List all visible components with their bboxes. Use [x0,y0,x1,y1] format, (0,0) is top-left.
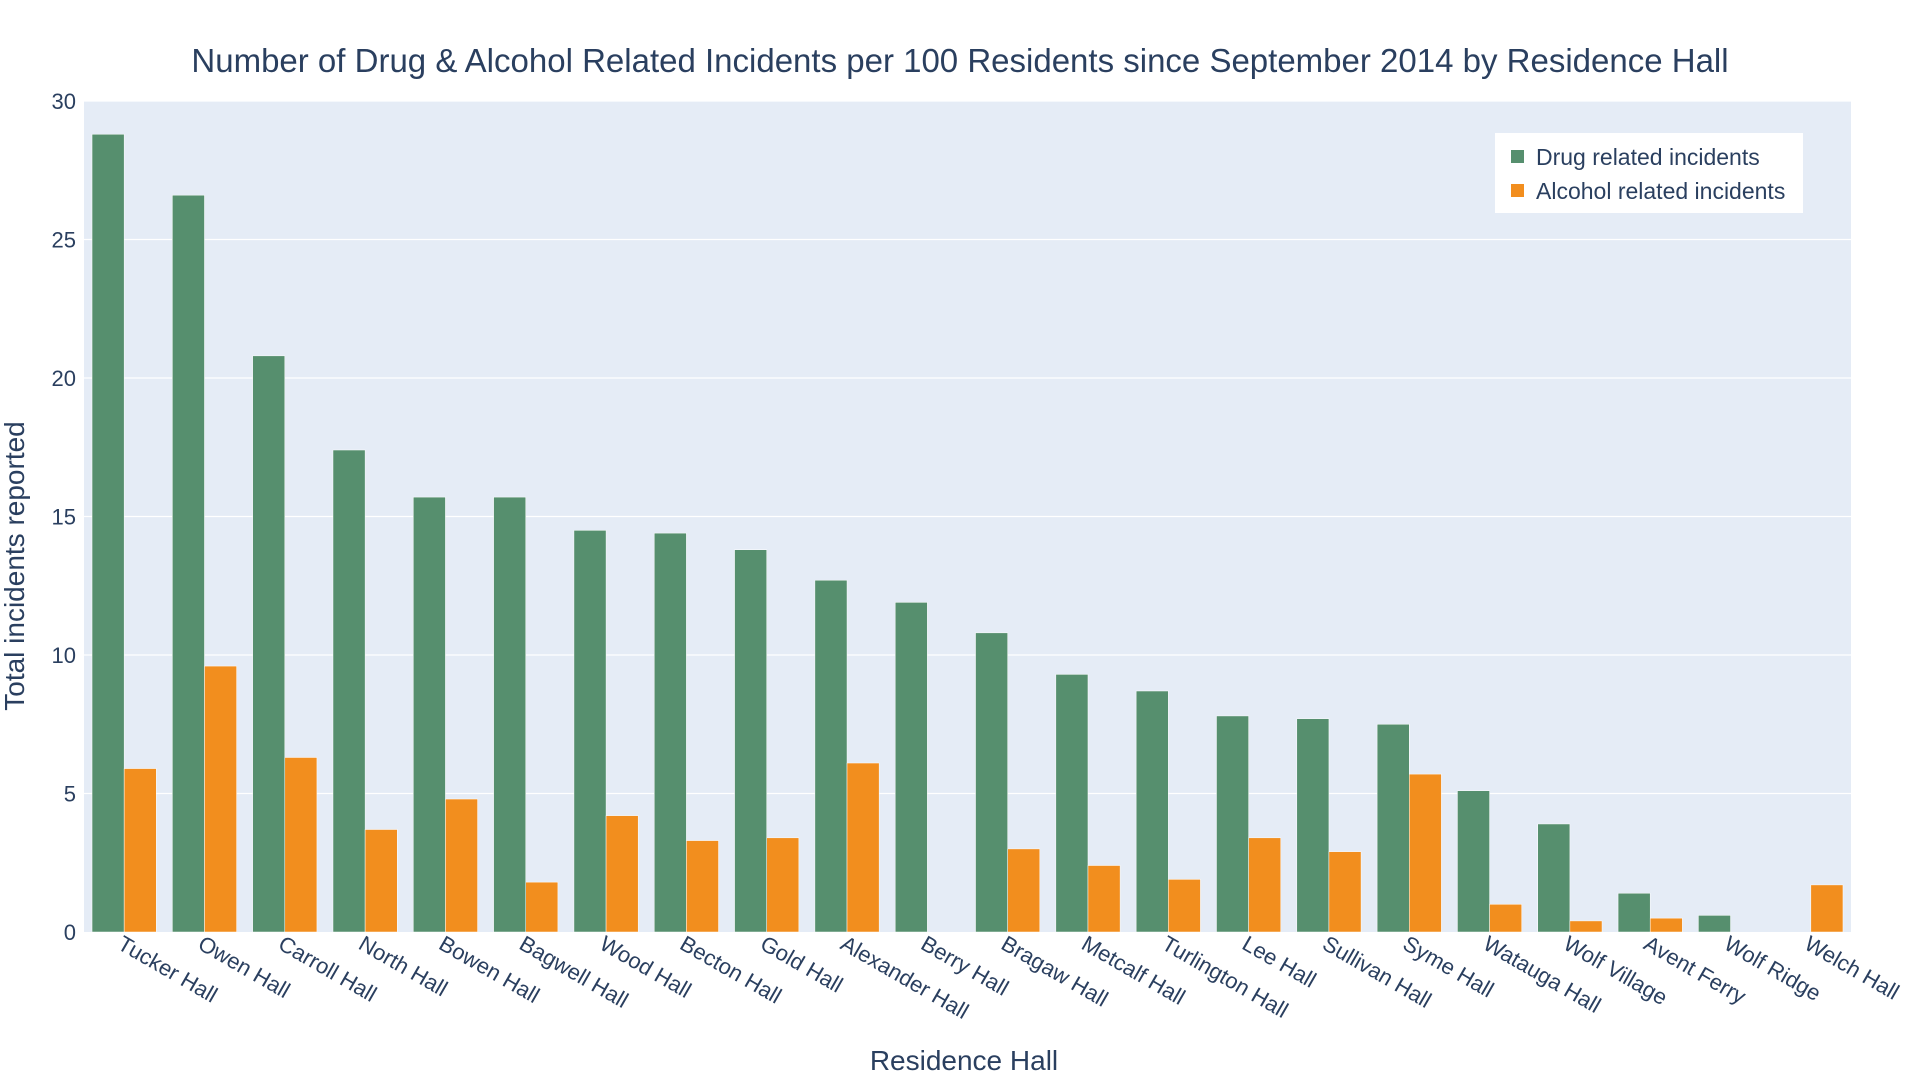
bar-alcohol [1248,837,1281,933]
bar-drug [252,355,286,933]
bar-alcohol [1087,865,1121,933]
bar-drug [1698,915,1731,933]
legend: Drug related incidents Alcohol related i… [1495,133,1803,213]
chart-title: Number of Drug & Alcohol Related Inciden… [191,42,1728,79]
bar-drug [654,532,687,933]
bar-drug [413,496,446,933]
bar-drug [332,449,366,933]
bar-alcohol [1409,773,1442,933]
gridlines [84,100,1851,795]
bar-alcohol [123,768,157,933]
y-axis-title: Total incidents reported [0,421,30,711]
bar-drug [1537,823,1571,933]
legend-label-alcohol: Alcohol related incidents [1536,178,1785,204]
legend-swatch-drug [1511,150,1524,163]
bar-drug [1376,724,1410,933]
bar-drug [1216,715,1249,933]
legend-label-drug: Drug related incidents [1536,144,1760,170]
bar-drug [1617,892,1651,933]
bar-alcohol [1489,904,1522,933]
bar-drug [573,530,607,933]
bar-drug [1457,790,1490,933]
bar-alcohol [284,757,318,933]
y-tick-label: 10 [52,643,76,668]
bar-alcohol [766,837,800,933]
bar-alcohol [1007,848,1041,933]
bar-alcohol [1649,917,1683,933]
bar-drug [1296,718,1330,933]
bar-drug [1055,674,1089,933]
bar-alcohol [605,815,639,933]
bar-drug [975,632,1008,933]
legend-swatch-alcohol [1511,184,1524,197]
y-axis-ticks: 0 5 10 15 20 25 30 [52,89,76,945]
y-tick-label: 20 [52,366,76,391]
bar-alcohol [686,840,719,933]
bar-alcohol [1328,851,1362,933]
bar-alcohol [204,665,237,933]
bar-alcohol [1810,884,1844,933]
bar-alcohol [846,762,880,933]
bar-drug [91,133,125,933]
bar-alcohol [1168,879,1201,933]
bar-drug [734,549,767,933]
y-tick-label: 30 [52,89,76,114]
bar-drug [894,602,928,933]
bar-drug [172,194,205,933]
bar-alcohol [525,881,559,933]
bar-alcohol [445,798,478,933]
bar-drug [1135,690,1169,933]
y-tick-label: 25 [52,228,76,253]
bar-alcohol [364,829,398,933]
y-tick-label: 5 [64,782,76,807]
x-axis-title: Residence Hall [870,1045,1058,1076]
bars [91,133,1844,933]
bar-drug [493,496,527,933]
y-tick-label: 0 [64,920,76,945]
y-tick-label: 15 [52,505,76,530]
bar-alcohol [1569,920,1603,933]
legend-box [1495,133,1803,213]
bar-drug [814,579,848,933]
